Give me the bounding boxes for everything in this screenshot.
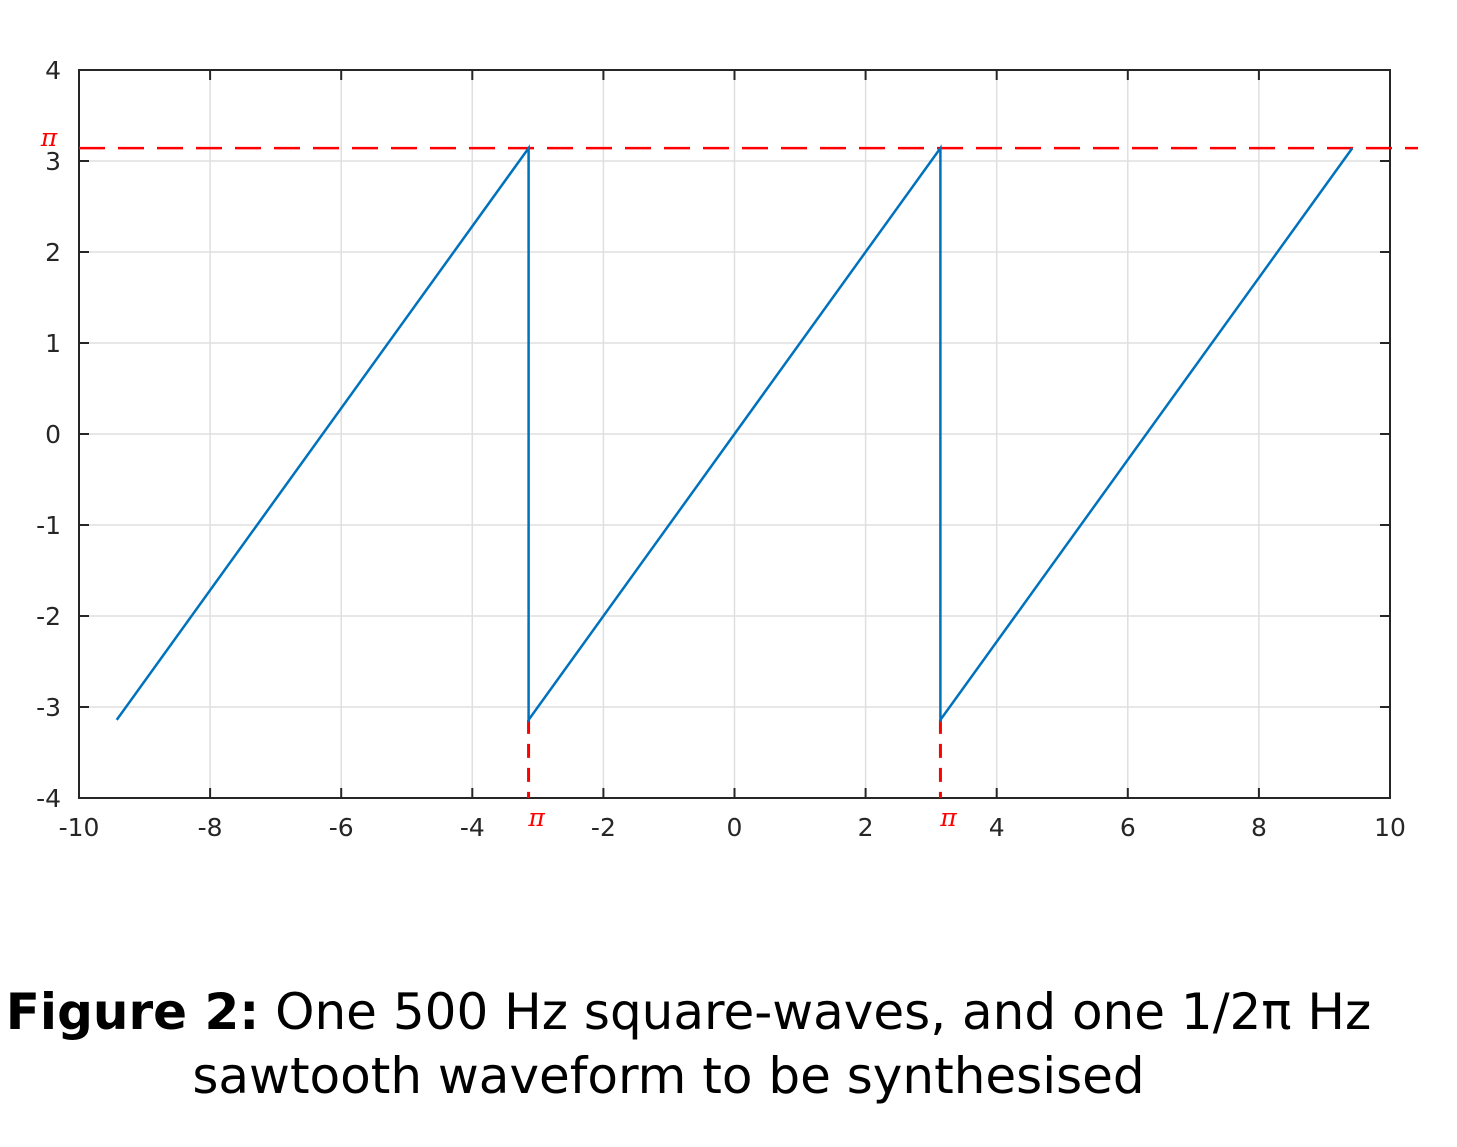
- sawtooth-series: [115, 144, 1354, 724]
- caption-text-1: One 500 Hz square-waves, and one 1/2π Hz: [259, 983, 1372, 1041]
- x-tick-label: 0: [727, 813, 743, 842]
- axis-ticks: [78, 69, 1391, 799]
- x-tick-label: -10: [59, 813, 100, 842]
- pi-reference-lines: [79, 146, 1418, 798]
- figure-caption: Figure 2: One 500 Hz square-waves, and o…: [0, 980, 1457, 1108]
- x-tick-labels: -10 -8 -6 -4 -2 0 2 4 6 8 10: [59, 813, 1406, 842]
- y-tick-label: 0: [45, 420, 61, 449]
- x-tick-label: 6: [1120, 813, 1136, 842]
- y-tick-label: 3: [45, 147, 61, 176]
- x-tick-label: 10: [1374, 813, 1406, 842]
- sawtooth-line: [115, 144, 1354, 724]
- y-tick-labels: -4 -3 -2 -1 0 1 2 3 4: [36, 56, 61, 813]
- x-tick-label: -4: [460, 813, 485, 842]
- caption-figure-number: Figure 2:: [5, 983, 260, 1041]
- y-tick-label: -3: [36, 693, 61, 722]
- y-tick-label: -2: [36, 602, 61, 631]
- pi-label-x: π: [939, 803, 957, 832]
- x-tick-label: 2: [858, 813, 874, 842]
- x-tick-label: 8: [1251, 813, 1267, 842]
- y-tick-label: 2: [45, 238, 61, 267]
- x-tick-label: -2: [591, 813, 616, 842]
- x-tick-label: -6: [329, 813, 354, 842]
- x-tick-label: 4: [989, 813, 1005, 842]
- y-tick-label: -4: [36, 784, 61, 813]
- pi-label-y: π: [40, 123, 58, 152]
- y-tick-label: -1: [36, 511, 61, 540]
- x-tick-label: -8: [198, 813, 223, 842]
- caption-line-1: Figure 2: One 500 Hz square-waves, and o…: [0, 980, 1457, 1044]
- pi-label-x: π: [527, 803, 545, 832]
- y-tick-label: 1: [45, 329, 61, 358]
- caption-line-2: sawtooth waveform to be synthesised: [192, 1047, 1145, 1105]
- pi-labels: π π π: [40, 123, 957, 832]
- y-tick-label: 4: [45, 56, 61, 85]
